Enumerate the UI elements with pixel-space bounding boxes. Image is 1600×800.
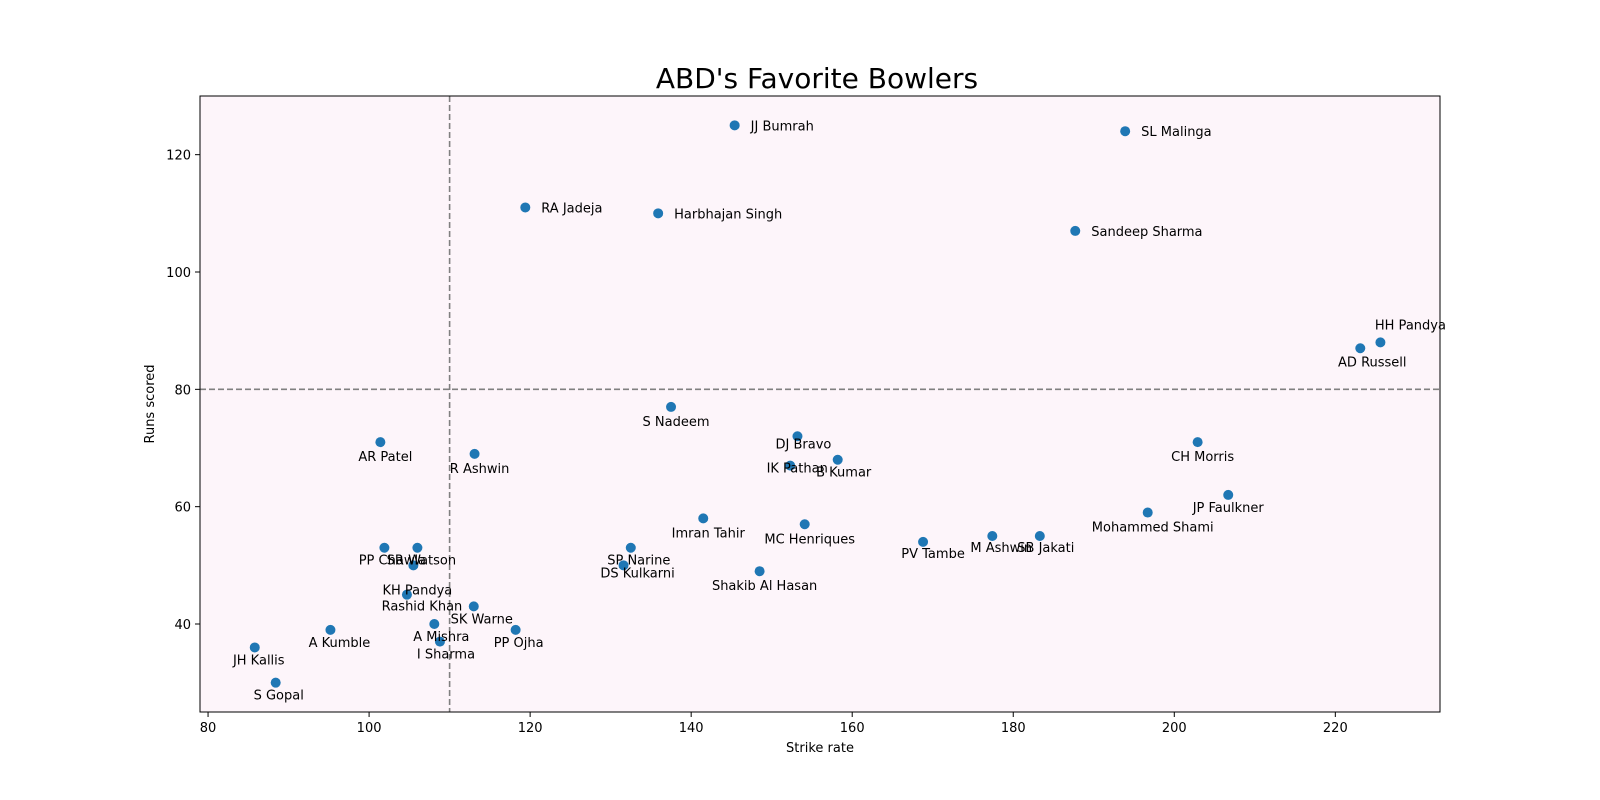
data-point-a-mishra	[429, 619, 440, 629]
x-axis-ticks: 80 100 120 140 160 180 200 220	[200, 712, 1348, 736]
data-point-b-kumar	[832, 454, 843, 465]
label-sl-malinga: SL Malinga	[1141, 125, 1212, 140]
label-sandeep-sharma: Sandeep Sharma	[1091, 225, 1202, 240]
data-point-rashid-khan	[401, 589, 412, 600]
label-jj-bumrah: JJ Bumrah	[750, 119, 814, 134]
data-point-m-ashwin	[987, 531, 998, 541]
label-m-ashwin: M Ashwin	[970, 541, 1032, 556]
label-harbhajan-singh: Harbhajan Singh	[674, 207, 782, 222]
label-r-ashwin: R Ashwin	[450, 462, 510, 477]
label-ar-patel: AR Patel	[358, 450, 412, 465]
label-shakib-al-hasan: Shakib Al Hasan	[712, 579, 817, 594]
label-a-kumble: A Kumble	[309, 636, 371, 651]
data-point-ar-patel	[375, 437, 386, 448]
x-tick-label: 180	[1001, 721, 1026, 736]
y-axis-ticks: 40 60 80 100 120	[166, 149, 200, 633]
plot-frame	[199, 95, 1441, 713]
label-ra-jadeja: RA Jadeja	[541, 201, 602, 216]
x-tick-label: 140	[679, 721, 704, 736]
data-point-sk-warne	[468, 601, 479, 612]
x-tick-label: 100	[357, 721, 382, 736]
y-tick-label: 60	[174, 501, 191, 516]
data-point-pp-ojha	[510, 624, 521, 635]
data-point-sb-jakati	[1034, 531, 1045, 541]
label-jp-faulkner: JP Faulkner	[1192, 501, 1265, 516]
data-point-ra-jadeja	[520, 202, 531, 213]
label-pp-ojha: PP Ojha	[494, 636, 544, 651]
label-dj-bravo: DJ Bravo	[776, 437, 832, 452]
label-sb-jakati: SB Jakati	[1017, 541, 1074, 556]
label-ik-pathan: IK Pathan	[767, 462, 828, 477]
label-s-nadeem: S Nadeem	[643, 415, 710, 430]
label-imran-tahir: Imran Tahir	[672, 526, 746, 541]
data-point-sl-malinga	[1120, 126, 1131, 137]
data-point-dj-bravo	[792, 431, 803, 442]
label-rashid-khan: Rashid Khan	[382, 600, 463, 615]
data-point-jh-kallis	[249, 642, 260, 653]
data-point-pp-chawla	[379, 542, 390, 553]
y-tick-label: 100	[166, 266, 191, 281]
data-point-shakib-al-hasan	[754, 566, 765, 577]
reference-lines	[200, 96, 1440, 712]
data-point-r-ashwin	[469, 448, 480, 459]
label-mc-henriques: MC Henriques	[764, 532, 855, 547]
label-i-sharma: I Sharma	[417, 648, 475, 663]
label-pp-chawla: PP Chawla	[359, 554, 426, 569]
data-point-i-sharma	[434, 636, 445, 647]
label-sp-narine: SP Narine	[607, 554, 670, 569]
data-point-jp-faulkner	[1223, 489, 1234, 500]
data-point-s-nadeem	[666, 401, 677, 412]
x-tick-label: 120	[518, 721, 543, 736]
chart-title: ABD's Favorite Bowlers	[656, 62, 978, 95]
data-point-s-gopal	[270, 677, 281, 688]
data-points	[249, 120, 1386, 688]
data-point-ad-russell	[1355, 343, 1366, 354]
data-point-a-kumble	[325, 624, 336, 635]
x-tick-label: 220	[1323, 721, 1348, 736]
data-point-pv-tambe	[918, 536, 929, 547]
x-tick-label: 160	[840, 721, 865, 736]
label-ds-kulkarni: DS Kulkarni	[600, 566, 674, 581]
y-tick-label: 120	[166, 149, 191, 164]
x-axis-label: Strike rate	[786, 741, 854, 756]
y-axis-label: Runs scored	[143, 364, 158, 443]
y-tick-label: 40	[174, 618, 191, 633]
data-point-harbhajan-singh	[653, 208, 664, 219]
data-point-mohammed-shami	[1142, 507, 1153, 518]
label-ch-morris: CH Morris	[1171, 450, 1234, 465]
data-point-ik-pathan	[785, 460, 796, 471]
x-tick-label: 200	[1162, 721, 1187, 736]
data-point-sp-narine	[625, 542, 636, 553]
data-point-kh-pandya	[408, 560, 419, 571]
label-s-gopal: S Gopal	[254, 689, 304, 704]
label-sk-warne: SK Warne	[451, 612, 513, 627]
y-tick-label: 80	[174, 383, 191, 398]
data-point-sr-watson	[412, 542, 423, 553]
data-point-ds-kulkarni	[618, 560, 629, 571]
label-sr-watson: SR Watson	[387, 554, 456, 569]
data-point-imran-tahir	[698, 513, 709, 524]
label-kh-pandya: KH Pandya	[382, 583, 452, 598]
label-jh-kallis: JH Kallis	[232, 653, 285, 668]
label-ad-russell: AD Russell	[1338, 355, 1407, 370]
data-point-mc-henriques	[799, 519, 810, 530]
label-mohammed-shami: Mohammed Shami	[1092, 521, 1214, 536]
x-tick-label: 80	[200, 721, 217, 736]
plot-area	[200, 96, 1440, 712]
label-a-mishra: A Mishra	[413, 630, 469, 645]
label-pv-tambe: PV Tambe	[901, 547, 965, 562]
point-labels: JJ Bumrah SL Malinga RA Jadeja Harbhajan Si…	[232, 119, 1446, 703]
data-point-jj-bumrah	[729, 120, 740, 131]
label-hh-pandya: HH Pandya	[1375, 318, 1446, 333]
data-point-sandeep-sharma	[1070, 225, 1081, 236]
data-point-hh-pandya	[1375, 337, 1386, 348]
label-b-kumar: B Kumar	[816, 466, 872, 481]
data-point-ch-morris	[1192, 437, 1203, 448]
